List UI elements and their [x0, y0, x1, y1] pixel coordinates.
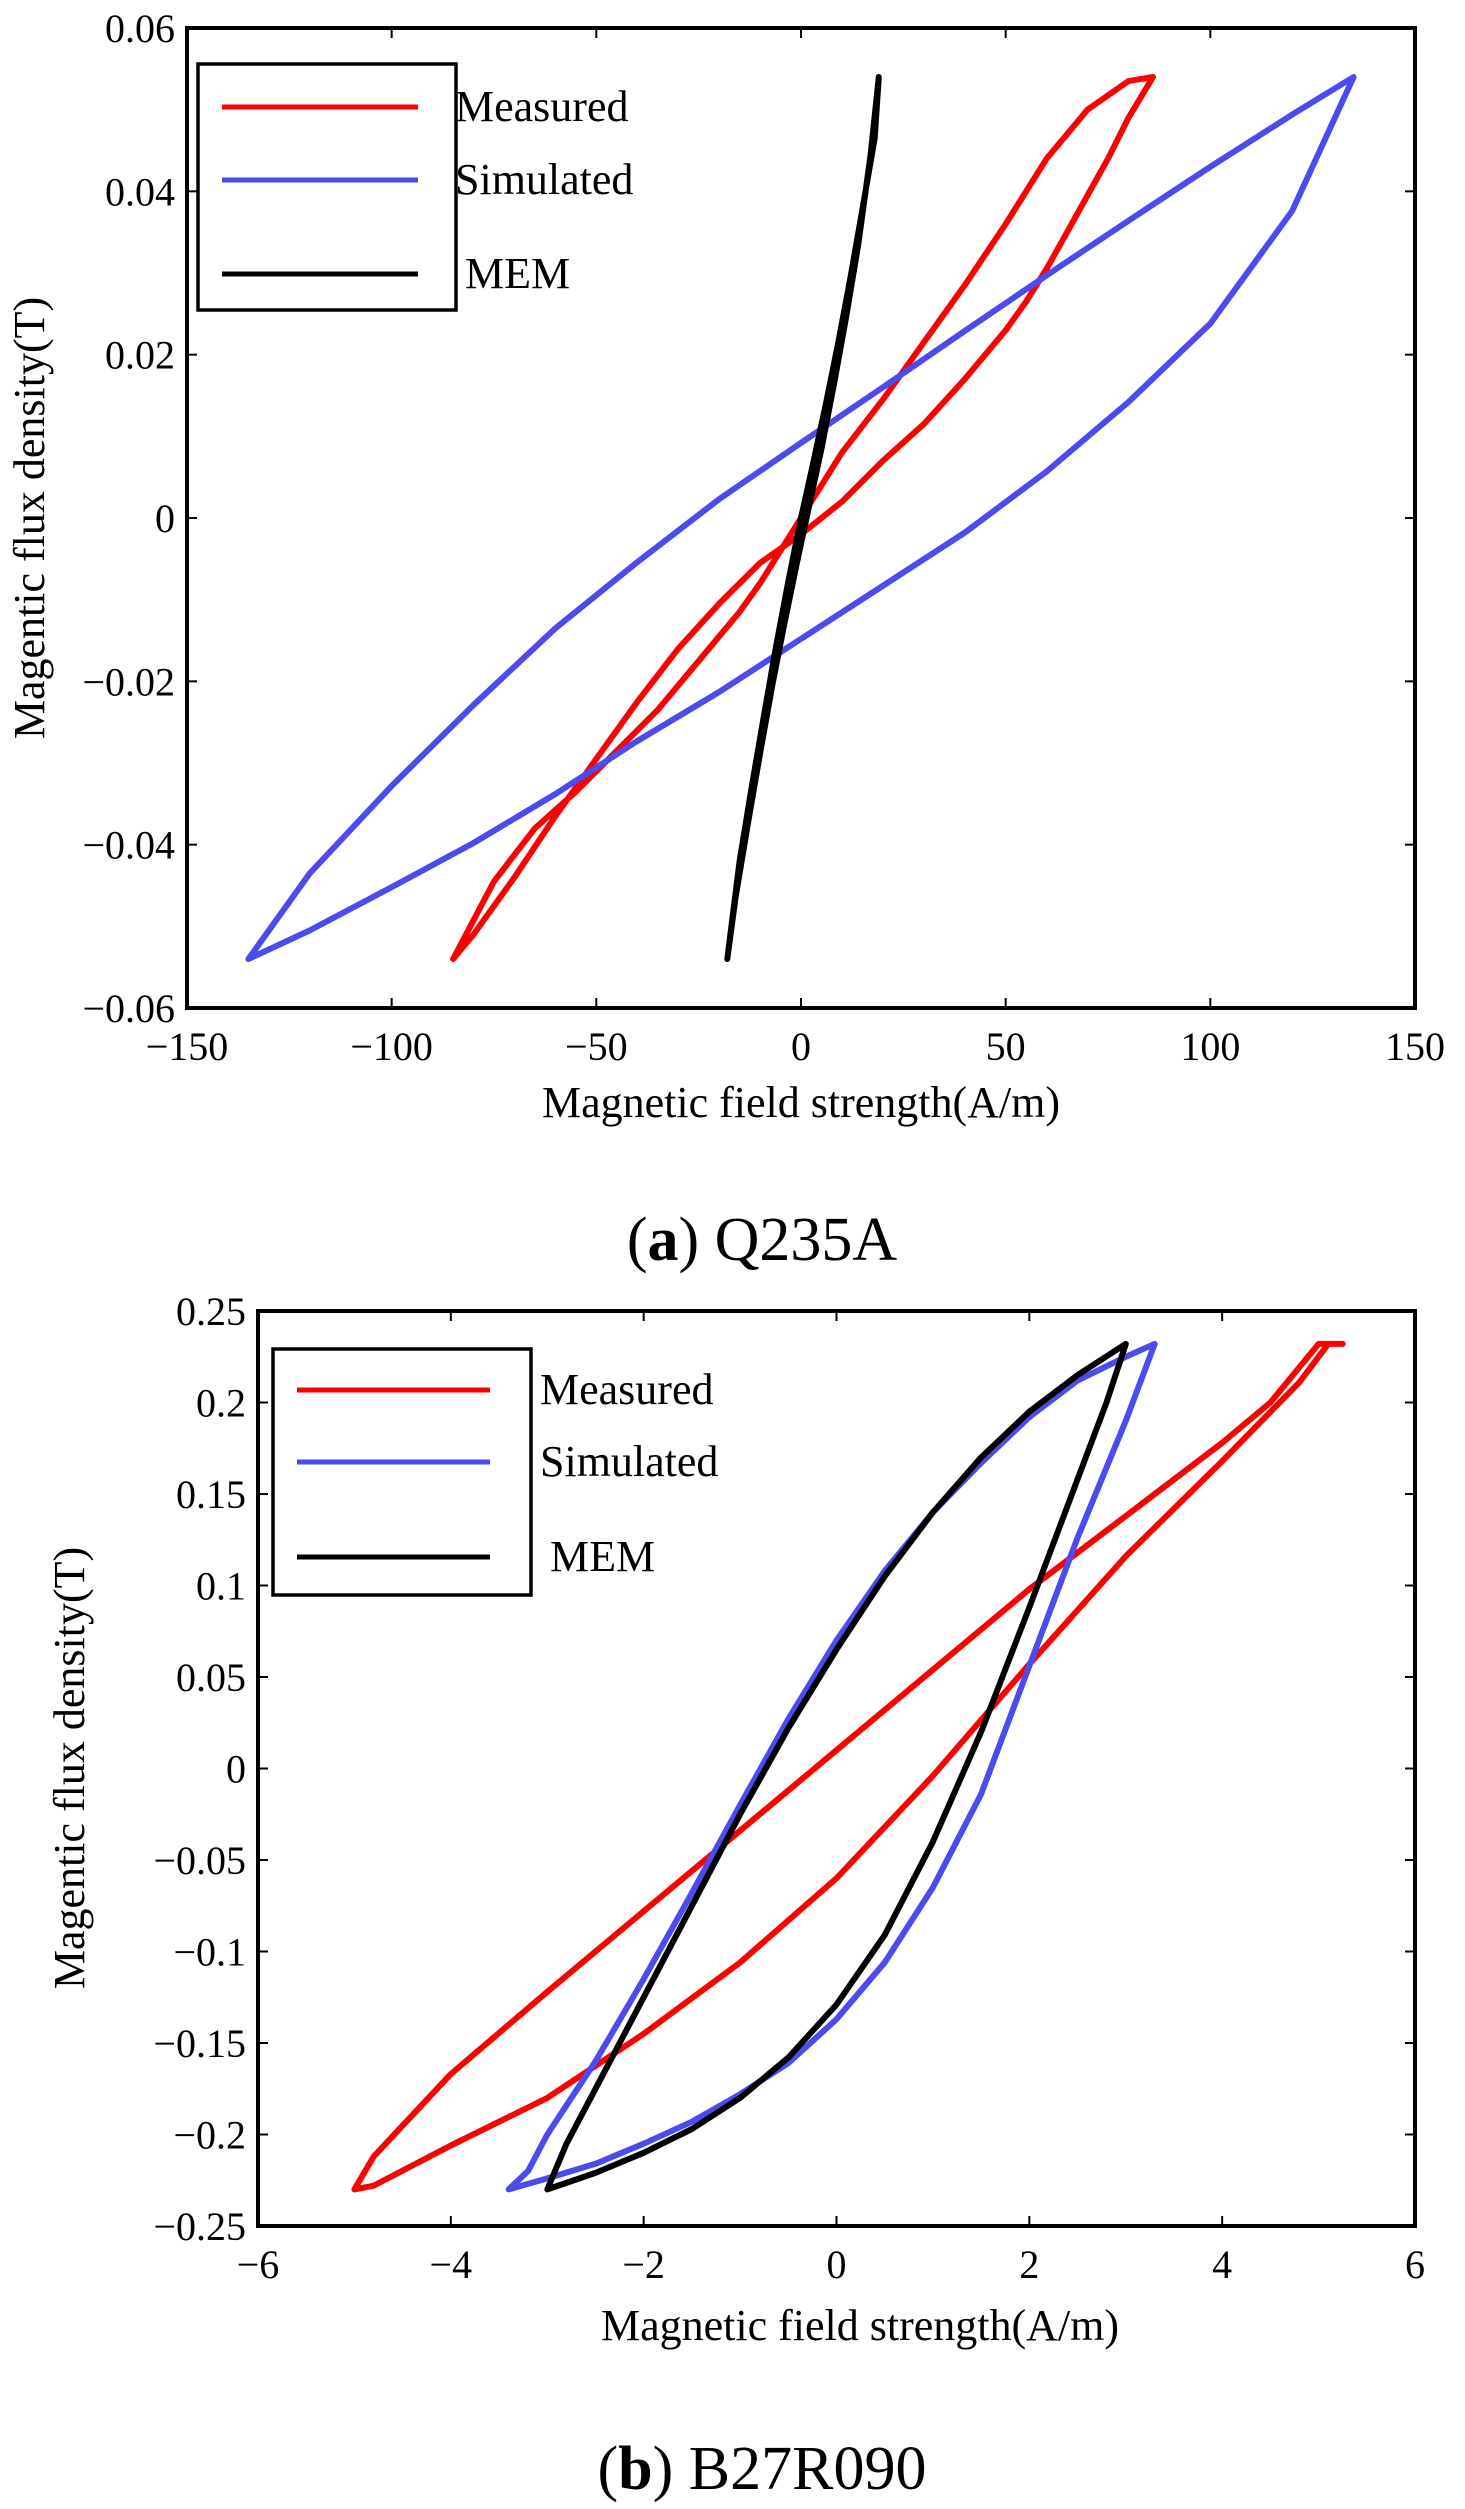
series-line-simulated	[505, 1340, 1158, 2193]
y-tick-label: 0.1	[196, 1564, 246, 1609]
legend-label-simulated: Simulated	[455, 155, 633, 204]
x-tick-label: −4	[430, 2242, 473, 2287]
y-tick-label: −0.25	[153, 2204, 246, 2249]
legend-b: Measured Simulated MEM	[271, 1347, 718, 1597]
caption-letter-a: a	[647, 1206, 678, 1274]
y-tick-label: 0.05	[176, 1655, 246, 1700]
x-tick-label: 0	[791, 1024, 811, 1069]
chart-panel-b: −0.25 −0.2 −0.15 −0.1 −0.05 0 0.05 0.1 0.15 0.2 0.…	[45, 1289, 1425, 2503]
series-line-mem	[544, 1340, 1129, 2193]
x-tick-labels-a: −150 −100 −50 0 50 100 150	[146, 1024, 1445, 1069]
x-tick-label: 50	[986, 1024, 1026, 1069]
x-tick-label: −150	[146, 1024, 229, 1069]
y-tick-label: 0.2	[196, 1381, 246, 1426]
y-tick-label: −0.05	[153, 1838, 246, 1883]
series-group-a	[245, 74, 1357, 962]
y-tick-label: −0.2	[173, 2113, 246, 2158]
series-group-b	[351, 1340, 1346, 2193]
x-tick-label: 0	[827, 2242, 847, 2287]
caption-b: (b) B27R090	[597, 2435, 926, 2503]
y-tick-label: 0	[155, 496, 175, 541]
x-axis-label-b: Magnetic field strength(A/m)	[601, 2301, 1119, 2350]
caption-text-b: B27R090	[689, 2435, 927, 2503]
x-tick-label: 6	[1405, 2242, 1425, 2287]
y-axis-label-b: Magentic flux density(T)	[45, 1547, 94, 1989]
y-tick-label: −0.1	[173, 1930, 246, 1975]
y-tick-label: −0.04	[82, 823, 175, 868]
y-tick-label: 0.02	[105, 333, 175, 378]
y-tick-label: −0.06	[82, 986, 175, 1031]
y-tick-label: −0.02	[82, 659, 175, 704]
y-tick-label: 0.06	[105, 6, 175, 51]
legend-label-mem: MEM	[465, 249, 570, 298]
x-tick-label: −2	[622, 2242, 665, 2287]
y-axis-label-a: Magentic flux density(T)	[5, 297, 54, 739]
y-tick-label: −0.15	[153, 2021, 246, 2066]
series-line-measured	[351, 1340, 1332, 2193]
x-tick-label: −50	[565, 1024, 628, 1069]
caption-a: (a) Q235A	[627, 1206, 898, 1274]
x-tick-labels-b: −6 −4 −2 0 2 4 6	[237, 2242, 1425, 2287]
caption-letter-b: b	[618, 2435, 652, 2503]
y-tick-labels-a: −0.06 −0.04 −0.02 0 0.02 0.04 0.06	[82, 6, 175, 1031]
x-tick-label: 2	[1019, 2242, 1039, 2287]
x-tick-label: −6	[237, 2242, 280, 2287]
tick-marks-b	[257, 1310, 1416, 2227]
legend-label-measured: Measured	[455, 82, 629, 131]
legend-label-simulated: Simulated	[540, 1437, 718, 1486]
tick-marks-a	[186, 27, 1416, 1009]
legend-a: Measured Simulated MEM	[196, 62, 633, 312]
series-line-mem	[724, 74, 882, 962]
y-tick-label: 0.04	[105, 169, 175, 214]
x-tick-label: 100	[1180, 1024, 1240, 1069]
x-tick-label: −100	[350, 1024, 433, 1069]
legend-label-mem: MEM	[550, 1532, 655, 1581]
x-tick-label: 4	[1212, 2242, 1232, 2287]
series-line-simulated	[245, 74, 1357, 962]
x-axis-label-a: Magnetic field strength(A/m)	[542, 1078, 1060, 1127]
y-tick-label: 0	[226, 1747, 246, 1792]
y-tick-label: 0.15	[176, 1472, 246, 1517]
caption-text-a: Q235A	[715, 1206, 898, 1274]
chart-panel-a: −0.06 −0.04 −0.02 0 0.02 0.04 0.06 −150 −100 −50…	[5, 6, 1445, 1274]
y-tick-label: 0.25	[176, 1289, 246, 1334]
x-tick-label: 150	[1385, 1024, 1445, 1069]
legend-label-measured: Measured	[540, 1365, 714, 1414]
y-tick-labels-b: −0.25 −0.2 −0.15 −0.1 −0.05 0 0.05 0.1 0.15 0.2 0.…	[153, 1289, 246, 2249]
series-line-measured	[450, 74, 1156, 962]
